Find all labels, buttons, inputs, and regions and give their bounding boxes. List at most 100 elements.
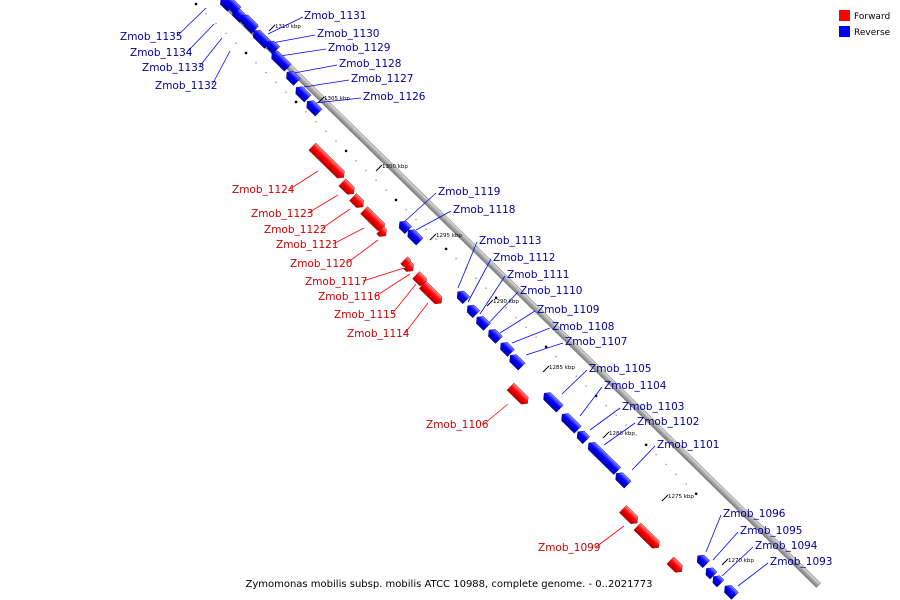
gene-reverse[interactable] bbox=[269, 49, 292, 72]
gene-reverse[interactable] bbox=[703, 565, 718, 580]
gene-label[interactable]: Zmob_1134 bbox=[130, 47, 193, 59]
gene-forward[interactable] bbox=[666, 556, 685, 575]
gene-label[interactable]: Zmob_1109 bbox=[537, 304, 599, 316]
gene-label[interactable]: Zmob_1127 bbox=[351, 73, 413, 85]
gene-label[interactable]: Zmob_1114 bbox=[347, 328, 410, 340]
legend-reverse-swatch bbox=[839, 26, 850, 37]
gene-reverse[interactable] bbox=[474, 314, 491, 331]
label-leader-line bbox=[375, 273, 411, 297]
gene-label[interactable]: Zmob_1117 bbox=[305, 276, 367, 288]
scale-tick: 1300 kbp bbox=[375, 164, 408, 172]
gene-label[interactable]: Zmob_1131 bbox=[304, 10, 366, 22]
gene-forward[interactable] bbox=[349, 193, 367, 211]
gene-forward[interactable] bbox=[619, 505, 640, 526]
gene-label[interactable]: Zmob_1113 bbox=[479, 235, 541, 247]
gene-label[interactable]: Zmob_1121 bbox=[276, 239, 338, 251]
gene-label[interactable]: Zmob_1094 bbox=[755, 540, 818, 552]
gene-reverse[interactable] bbox=[613, 470, 632, 489]
gene-label[interactable]: Zmob_1135 bbox=[120, 31, 182, 43]
gene-label[interactable]: Zmob_1130 bbox=[317, 28, 379, 40]
gene-label[interactable]: Zmob_1107 bbox=[565, 336, 627, 348]
label-leader-line bbox=[211, 50, 231, 86]
label-leader-line bbox=[415, 210, 452, 231]
gene-label[interactable]: Zmob_1126 bbox=[363, 91, 426, 103]
gene-reverse[interactable] bbox=[223, 0, 242, 15]
gene-label[interactable]: Zmob_1133 bbox=[142, 62, 204, 74]
gene-label[interactable]: Zmob_1123 bbox=[251, 208, 313, 220]
label-leader-line bbox=[307, 194, 339, 214]
gene-forward[interactable] bbox=[418, 281, 445, 306]
gene-label[interactable]: Zmob_1128 bbox=[339, 58, 401, 70]
gene-reverse[interactable] bbox=[238, 12, 259, 33]
label-leader-line bbox=[271, 34, 316, 44]
scale-tick: 1275 kbp bbox=[661, 494, 694, 502]
gene-reverse[interactable] bbox=[396, 218, 413, 235]
gene-label[interactable]: Zmob_1122 bbox=[264, 224, 326, 236]
gene-label[interactable]: Zmob_1096 bbox=[723, 508, 786, 520]
gene-label[interactable]: Zmob_1105 bbox=[589, 363, 651, 375]
label-leader-line bbox=[479, 275, 506, 315]
gene-reverse[interactable] bbox=[574, 428, 591, 445]
label-leader-line bbox=[279, 48, 327, 57]
gene-label[interactable]: Zmob_1119 bbox=[438, 186, 500, 198]
scale-tick-label: 1290 kbp bbox=[493, 299, 519, 305]
label-leader-line bbox=[198, 37, 223, 68]
gene-label[interactable]: Zmob_1116 bbox=[318, 291, 381, 303]
gene-label[interactable]: Zmob_1104 bbox=[604, 380, 667, 392]
gene-label[interactable]: Zmob_1099 bbox=[538, 542, 600, 554]
gene-forward[interactable] bbox=[403, 261, 417, 275]
label-leader-line bbox=[631, 445, 656, 471]
gene-reverse[interactable] bbox=[694, 552, 711, 569]
gene-reverse[interactable] bbox=[541, 390, 564, 413]
gene-reverse[interactable] bbox=[559, 411, 582, 434]
scale-tick-label: 1305 kbp bbox=[324, 96, 350, 102]
gene-label[interactable]: Zmob_1095 bbox=[740, 525, 802, 537]
gene-reverse[interactable] bbox=[250, 27, 272, 49]
gene-reverse[interactable] bbox=[464, 302, 481, 319]
gene-label[interactable]: Zmob_1103 bbox=[622, 401, 684, 413]
gene-label[interactable]: Zmob_1101 bbox=[657, 439, 719, 451]
gene-reverse[interactable] bbox=[284, 69, 301, 86]
gene-label[interactable]: Zmob_1093 bbox=[770, 556, 832, 568]
gene-label[interactable]: Zmob_1129 bbox=[328, 42, 390, 54]
gene-label[interactable]: Zmob_1120 bbox=[290, 258, 352, 270]
scale-tick-label: 1300 kbp bbox=[382, 164, 408, 170]
gene-label[interactable]: Zmob_1132 bbox=[155, 80, 217, 92]
label-leader-line bbox=[499, 310, 536, 334]
gene-reverse[interactable] bbox=[405, 227, 424, 246]
label-leader-line bbox=[595, 525, 625, 548]
gene-reverse[interactable] bbox=[722, 583, 739, 600]
gene-forward[interactable] bbox=[308, 142, 347, 181]
gene-label[interactable]: Zmob_1115 bbox=[334, 309, 396, 321]
gene-label[interactable]: Zmob_1106 bbox=[426, 419, 489, 431]
gene-label[interactable]: Zmob_1124 bbox=[232, 184, 295, 196]
gene-label[interactable]: Zmob_1102 bbox=[637, 416, 699, 428]
gene-reverse[interactable] bbox=[507, 352, 526, 371]
gene-reverse[interactable] bbox=[585, 439, 622, 475]
label-leader-line bbox=[314, 97, 362, 104]
gene-label[interactable]: Zmob_1110 bbox=[520, 285, 582, 297]
scale-tick-label: 1280 kbp bbox=[609, 431, 635, 437]
gene-label[interactable]: Zmob_1118 bbox=[453, 204, 515, 216]
label-leader-line bbox=[525, 342, 564, 356]
label-leader-line bbox=[320, 208, 351, 230]
gene-reverse[interactable] bbox=[304, 98, 323, 117]
scale-tick-label: 1285 kbp bbox=[549, 365, 575, 371]
scale-tick: 1280 kbp bbox=[602, 431, 635, 439]
scale-ticks: 1310 kbp 1305 kbp 1300 kbp 1295 kbp 1290 kbp… bbox=[194, 2, 754, 566]
gene-reverse[interactable] bbox=[498, 340, 515, 357]
gene-forward[interactable] bbox=[633, 522, 662, 551]
scale-tick: 1290 kbp bbox=[486, 299, 519, 307]
gene-forward[interactable] bbox=[338, 178, 357, 197]
gene-features bbox=[220, 0, 739, 600]
gene-label[interactable]: Zmob_1112 bbox=[493, 252, 555, 264]
gene-forward[interactable] bbox=[506, 382, 531, 407]
gene-reverse[interactable] bbox=[710, 573, 725, 588]
gene-reverse[interactable] bbox=[454, 288, 471, 305]
gene-label[interactable]: Zmob_1111 bbox=[507, 269, 569, 281]
gene-label[interactable]: Zmob_1108 bbox=[552, 321, 614, 333]
gene-reverse[interactable] bbox=[486, 327, 503, 344]
gene-forward[interactable] bbox=[376, 226, 390, 240]
label-leader-line bbox=[289, 170, 319, 190]
gene-reverse[interactable] bbox=[293, 84, 312, 103]
